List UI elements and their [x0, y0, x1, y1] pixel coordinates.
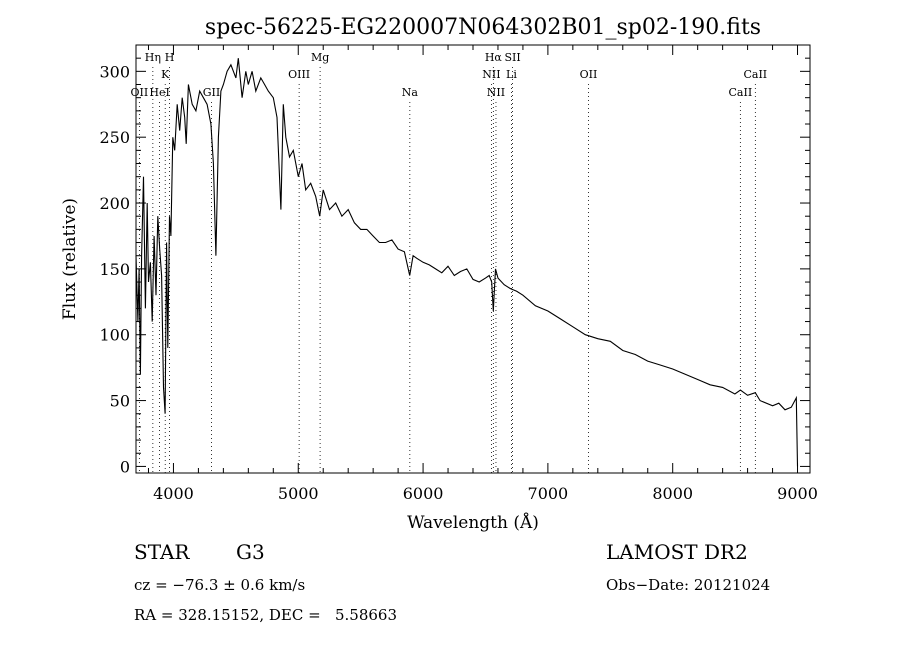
x-axis-label: Wavelength (Å) [407, 512, 539, 533]
x-tick-label: 9000 [777, 484, 818, 503]
x-tick-label: 5000 [278, 484, 319, 503]
y-tick-label: 300 [99, 62, 130, 81]
line-marker-label: Hα [485, 51, 503, 64]
object-subclass: G3 [236, 540, 265, 564]
redshift-value: cz = −76.3 ± 0.6 km/s [134, 576, 306, 594]
object-class: STAR [134, 540, 190, 564]
y-tick-label: 200 [99, 194, 130, 213]
obs-date: Obs−Date: 20121024 [606, 576, 771, 594]
y-tick-label: 0 [120, 457, 130, 476]
line-marker-label: K [161, 68, 170, 81]
line-marker-label: SII [504, 51, 520, 64]
x-tick-label: 8000 [652, 484, 693, 503]
spectrum-line [135, 58, 799, 467]
line-marker-label: GII [203, 86, 220, 99]
y-tick-label: 100 [99, 326, 130, 345]
line-marker-label: Hη [145, 51, 161, 64]
y-axis-label: Flux (relative) [60, 198, 80, 320]
line-marker-label: Mg [311, 51, 329, 64]
y-tick-label: 50 [110, 392, 130, 411]
line-marker-label: NII [482, 68, 500, 81]
line-marker-label: CaII [743, 68, 767, 81]
chart-title: spec-56225-EG220007N064302B01_sp02-190.f… [205, 15, 761, 40]
y-tick-label: 150 [99, 260, 130, 279]
plot-frame [135, 44, 811, 474]
x-tick-label: 4000 [153, 484, 194, 503]
line-marker-label: HeI [149, 86, 169, 99]
line-marker-label: Na [402, 86, 419, 99]
x-tick-label: 7000 [528, 484, 569, 503]
line-marker-label: OII [131, 86, 149, 99]
line-marker-label: OIII [288, 68, 310, 81]
line-marker-label: CaII [729, 86, 753, 99]
coordinates: RA = 328.15152, DEC = 5.58663 [134, 606, 398, 624]
line-marker-label: Li [506, 68, 517, 81]
y-tick-label: 250 [99, 128, 130, 147]
x-tick-label: 6000 [403, 484, 444, 503]
survey-name: LAMOST DR2 [606, 540, 748, 564]
line-marker-label: H [165, 51, 175, 64]
line-marker-label: NII [487, 86, 505, 99]
line-marker-label: OII [580, 68, 598, 81]
